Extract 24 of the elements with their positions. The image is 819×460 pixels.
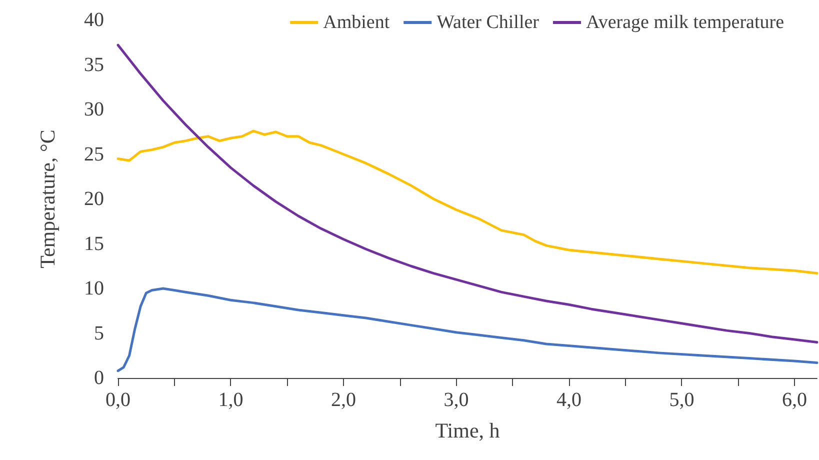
y-tick-label: 30: [84, 98, 104, 120]
y-tick-label: 5: [94, 322, 104, 344]
x-tick-label: 3,0: [444, 389, 469, 411]
y-tick-label: 40: [84, 9, 104, 31]
y-tick-label: 20: [84, 188, 104, 210]
x-tick-label: 4,0: [556, 389, 582, 411]
legend-label: Average milk temperature: [586, 12, 784, 33]
y-tick-label: 15: [84, 232, 104, 255]
y-tick-label: 10: [84, 278, 104, 300]
y-tick-label: 25: [84, 143, 104, 166]
line-series: [116, 287, 818, 372]
x-tick-label: 5,0: [669, 389, 694, 411]
line-series: [116, 44, 818, 344]
x-tick-label: 1,0: [218, 389, 244, 411]
legend-label: Ambient: [323, 12, 390, 33]
x-tick-label: 0,0: [106, 389, 130, 411]
y-tick-label: 35: [84, 54, 104, 76]
line-series: [116, 130, 818, 275]
y-axis-title: Temperature, °C: [36, 130, 60, 268]
x-axis-title: Time, h: [435, 418, 500, 442]
y-tick-label: 0: [94, 367, 104, 389]
x-tick-label: 6,0: [782, 389, 807, 411]
legend-label: Water Chiller: [436, 12, 540, 33]
x-tick-label: 2,0: [330, 389, 356, 411]
